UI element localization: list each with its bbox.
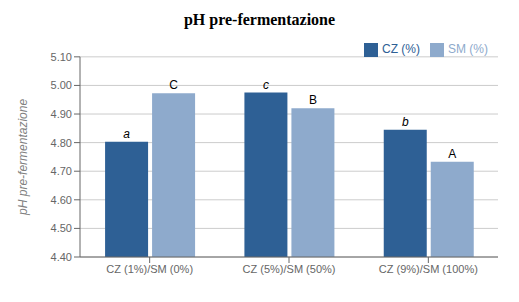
svg-text:4.80: 4.80 [51,137,72,149]
html-text:SM (%): SM (%) [448,42,488,56]
svg-text:A: A [448,147,456,161]
svg-text:c: c [263,78,269,92]
svg-text:CZ (9%)/SM (100%): CZ (9%)/SM (100%) [379,263,478,275]
svg-text:4.90: 4.90 [51,108,72,120]
svg-text:4.70: 4.70 [51,165,72,177]
svg-text:4.50: 4.50 [51,222,72,234]
svg-text:5.10: 5.10 [51,51,72,63]
svg-text:5.00: 5.00 [51,79,72,91]
svg-text:b: b [402,115,409,129]
svg-text:4.60: 4.60 [51,194,72,206]
svg-text:CZ (1%)/SM (0%): CZ (1%)/SM (0%) [106,263,193,275]
svg-text:a: a [123,127,130,141]
svg-text:B: B [309,93,317,107]
html-text:pH pre-fermentazione: pH pre-fermentazione [183,11,336,28]
svg-text:4.40: 4.40 [51,251,72,263]
svg-text:CZ (5%)/SM (50%): CZ (5%)/SM (50%) [243,263,336,275]
svg-text:C: C [169,78,178,92]
svg-text:pH pre-fermentazione: pH pre-fermentazione [16,99,30,216]
html-text:CZ (%): CZ (%) [382,42,420,56]
